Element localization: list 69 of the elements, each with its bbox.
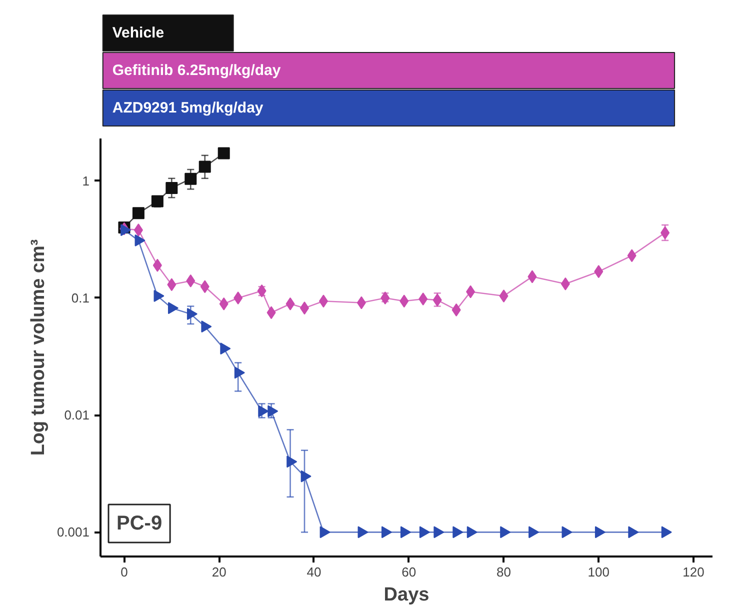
- point: [466, 285, 476, 298]
- text: Gefitinib 6.25mg/kg/day: [112, 62, 282, 79]
- point: [219, 297, 228, 310]
- x-tick-label: 100: [588, 564, 610, 580]
- point: [627, 249, 636, 262]
- y-tick-label: 0.1: [71, 290, 90, 306]
- point: [200, 280, 210, 294]
- x-tick-label: 20: [212, 564, 226, 580]
- point: [400, 294, 409, 308]
- x-tick-label: 120: [682, 564, 704, 580]
- point: [184, 172, 197, 185]
- point: [320, 526, 330, 538]
- y-axis-title: Log tumour volume cm³: [28, 239, 49, 456]
- point: [132, 207, 144, 220]
- point: [318, 294, 328, 308]
- text: Vehicle: [112, 24, 164, 42]
- point: [154, 290, 164, 302]
- point: [661, 526, 672, 538]
- point: [152, 258, 162, 272]
- point: [186, 274, 196, 288]
- text: AZD9291 5mg/kg/day: [112, 100, 264, 116]
- x-tick-label: 40: [306, 564, 322, 580]
- point: [466, 526, 478, 538]
- point: [266, 306, 276, 320]
- point: [594, 526, 606, 538]
- point: [400, 526, 411, 538]
- point: [218, 147, 230, 160]
- point: [499, 289, 508, 302]
- point: [419, 526, 430, 538]
- point: [594, 265, 604, 278]
- point: [434, 526, 444, 538]
- point: [220, 342, 231, 355]
- point: [356, 296, 366, 310]
- point: [452, 303, 461, 316]
- point: [418, 292, 428, 306]
- point: [168, 302, 179, 314]
- point: [300, 470, 312, 482]
- point: [186, 308, 198, 320]
- point: [628, 526, 639, 538]
- point: [234, 291, 243, 304]
- x-axis-title: Days: [384, 584, 430, 606]
- point: [166, 182, 178, 194]
- point: [660, 226, 670, 240]
- x-tick-label: 0: [120, 564, 128, 580]
- point: [201, 320, 212, 333]
- point: [134, 224, 143, 237]
- point: [381, 526, 392, 538]
- y-tick-label: 1: [82, 173, 90, 188]
- annotation: PC-9: [116, 512, 162, 534]
- x-tick-label: 60: [402, 564, 416, 580]
- point: [134, 234, 146, 246]
- point: [198, 160, 211, 173]
- point: [120, 224, 132, 236]
- x-tick-label: 80: [496, 564, 511, 580]
- point: [560, 277, 570, 290]
- point: [528, 270, 537, 284]
- point: [380, 291, 390, 304]
- point: [358, 526, 368, 538]
- point: [528, 526, 540, 538]
- point: [562, 526, 572, 538]
- point: [167, 278, 176, 292]
- y-tick-label: 0.01: [64, 408, 90, 423]
- point: [286, 456, 298, 468]
- point: [286, 297, 295, 310]
- point: [151, 195, 164, 208]
- y-tick-label: 0.001: [56, 524, 90, 540]
- point: [234, 366, 245, 379]
- point: [452, 526, 464, 538]
- point: [500, 526, 511, 538]
